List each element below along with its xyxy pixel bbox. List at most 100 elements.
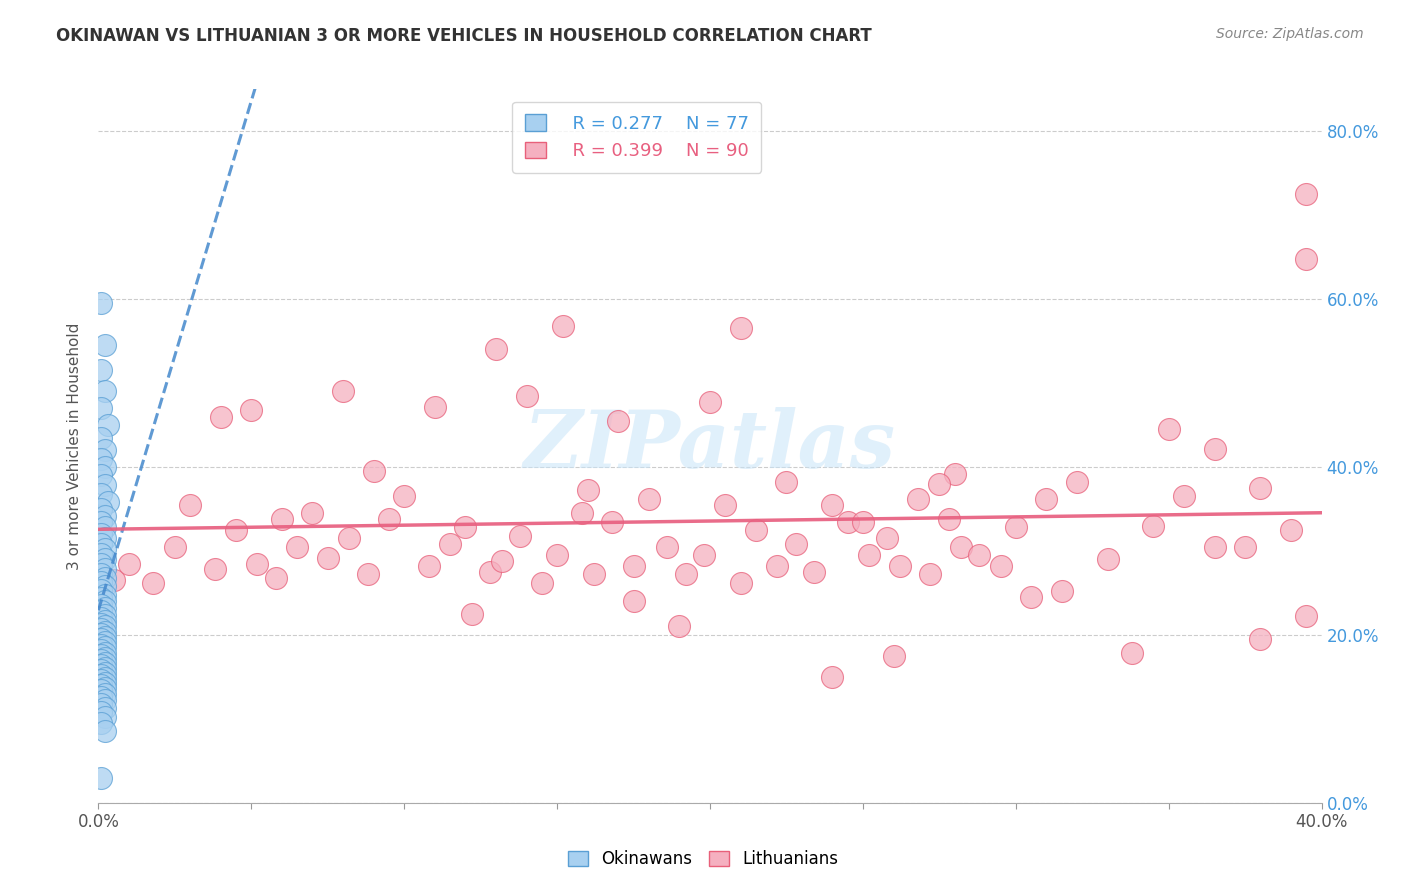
Point (209, 409, 232, 424)
Point (714, 498, 737, 512)
Point (90, 617, 112, 632)
Point (93, 687, 115, 701)
Point (1249, 481, 1271, 495)
Point (1234, 540, 1257, 554)
Point (858, 548, 880, 562)
Point (90, 697, 112, 711)
Point (90, 771, 112, 785)
Point (90, 683, 112, 698)
Point (90, 598, 112, 612)
Point (97, 495, 120, 509)
Point (93, 656, 115, 670)
Point (97, 417, 120, 432)
Point (332, 384, 354, 399)
Text: Source: ZipAtlas.com: Source: ZipAtlas.com (1216, 27, 1364, 41)
Point (90, 502, 112, 516)
Point (264, 571, 287, 585)
Point (1050, 584, 1073, 599)
Point (1121, 646, 1143, 660)
Point (491, 554, 513, 568)
Point (907, 491, 929, 506)
Point (90, 690, 112, 704)
Point (623, 559, 645, 574)
Point (90, 515, 112, 529)
Point (93, 660, 115, 674)
Point (93, 640, 115, 655)
Point (179, 498, 201, 512)
Point (920, 567, 942, 582)
Point (90, 632, 112, 646)
Point (1295, 609, 1317, 624)
Point (485, 343, 508, 357)
Point (90, 643, 112, 657)
Point (93, 665, 115, 680)
Point (90, 537, 112, 551)
Point (693, 548, 716, 562)
Point (1249, 632, 1271, 646)
Point (363, 464, 385, 478)
Point (163, 540, 186, 554)
Point (785, 537, 807, 551)
Point (837, 515, 859, 529)
Point (90, 487, 112, 501)
Point (876, 532, 898, 546)
Point (454, 520, 477, 534)
Point (93, 552, 115, 566)
Point (204, 562, 226, 576)
Point (803, 565, 825, 579)
Point (225, 523, 247, 537)
Point (668, 619, 690, 633)
Point (990, 559, 1012, 574)
Point (90, 566, 112, 581)
Y-axis label: 3 or more Vehicles in Household: 3 or more Vehicles in Household (67, 322, 83, 570)
Point (93, 675, 115, 690)
Point (699, 394, 721, 409)
Point (571, 506, 593, 520)
Legend: Okinawans, Lithuanians: Okinawans, Lithuanians (561, 844, 845, 875)
Point (93, 384, 115, 399)
Point (530, 575, 553, 590)
Point (889, 559, 911, 574)
Point (93, 579, 115, 593)
Point (423, 400, 446, 414)
Point (93, 724, 115, 739)
Point (378, 512, 401, 526)
Point (93, 460, 115, 475)
Point (90, 673, 112, 688)
Point (576, 483, 599, 498)
Point (418, 559, 440, 574)
Point (93, 443, 115, 458)
Point (285, 540, 308, 554)
Point (90, 663, 112, 677)
Point (766, 559, 789, 574)
Point (775, 475, 797, 489)
Point (1295, 187, 1317, 202)
Point (93, 571, 115, 585)
Point (967, 548, 990, 562)
Point (93, 634, 115, 648)
Point (93, 681, 115, 695)
Point (730, 321, 752, 335)
Point (1004, 520, 1026, 534)
Point (93, 588, 115, 602)
Point (1066, 475, 1088, 489)
Point (745, 523, 768, 537)
Point (93, 594, 115, 608)
Point (1157, 422, 1180, 436)
Point (142, 575, 165, 590)
Point (103, 574, 125, 588)
Legend:   R = 0.277    N = 77,   R = 0.399    N = 90: R = 0.277 N = 77, R = 0.399 N = 90 (512, 102, 761, 173)
Point (93, 693, 115, 707)
Point (90, 296, 112, 310)
Point (93, 650, 115, 665)
Point (93, 671, 115, 685)
Point (90, 468, 112, 483)
Point (90, 591, 112, 605)
Point (1035, 491, 1057, 506)
Point (93, 542, 115, 557)
Point (607, 414, 630, 428)
Point (516, 389, 538, 403)
Point (478, 565, 501, 579)
Point (270, 512, 292, 526)
Point (316, 550, 339, 565)
